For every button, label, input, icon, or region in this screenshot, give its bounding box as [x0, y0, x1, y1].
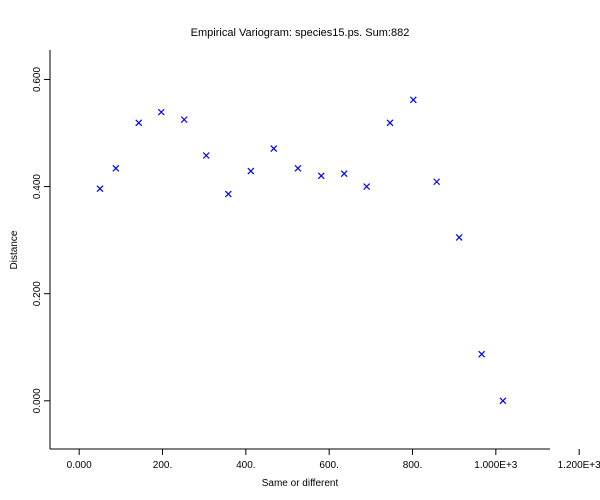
y-tick-label: 0.200	[32, 281, 43, 306]
data-point	[363, 183, 371, 190]
x-tick-label: 1.000E+3	[474, 460, 518, 471]
x-tick-label: 1.200E+3	[558, 460, 600, 471]
y-axis-title: Distance	[9, 230, 20, 269]
data-point	[294, 164, 302, 172]
data-point	[224, 190, 232, 198]
x-tick-label: 200.	[153, 460, 172, 471]
y-axis-ticks: 0.000 0.200 0.400 0.600	[32, 67, 50, 413]
x-tick-label: 0.000	[67, 460, 92, 471]
y-tick-label: 0.000	[32, 388, 43, 413]
data-point	[247, 167, 255, 175]
data-point	[135, 119, 143, 127]
x-tick-label: 400.	[236, 460, 255, 471]
x-axis-title: Same or different	[262, 478, 339, 489]
data-point	[478, 350, 486, 358]
y-tick-label: 0.400	[32, 174, 43, 199]
y-tick-label: 0.600	[32, 67, 43, 92]
data-point	[455, 234, 463, 241]
x-tick-label: 600.	[319, 460, 338, 471]
data-point	[96, 185, 104, 193]
data-point	[270, 145, 278, 152]
data-point	[340, 170, 348, 178]
data-point	[433, 178, 441, 186]
data-point	[157, 108, 165, 116]
chart-title: Empirical Variogram: species15.ps. Sum:8…	[191, 27, 410, 39]
data-point	[409, 96, 417, 104]
data-point	[180, 116, 188, 124]
data-points	[96, 96, 507, 405]
data-point	[386, 119, 394, 127]
data-point	[202, 152, 210, 159]
data-point	[317, 172, 325, 180]
x-tick-label: 800.	[403, 460, 422, 471]
data-point	[112, 164, 120, 172]
x-axis-ticks: 0.000 200. 400. 600. 800. 1.000E+3 1.200E+3	[67, 449, 600, 471]
data-point	[499, 397, 507, 405]
